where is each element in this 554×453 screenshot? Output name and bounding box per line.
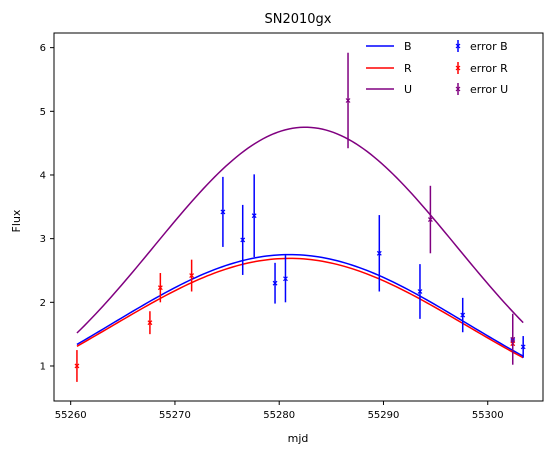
y-axis-ticks: 1 2 3 4 5 6 [40, 43, 54, 372]
error-u-marker [427, 217, 433, 222]
error-b-marker [240, 237, 246, 243]
error-r-marker [74, 363, 80, 369]
legend-marker [455, 65, 461, 71]
x-tick-label: 55260 [55, 410, 87, 421]
y-axis-title: Flux [10, 209, 23, 232]
legend-item-r: R [366, 62, 412, 75]
error-b-point [460, 297, 466, 333]
y-tick-label: 1 [40, 361, 46, 372]
legend-item-error-b: error B [455, 40, 508, 53]
error-b-marker [272, 280, 278, 286]
error-r-point [74, 350, 80, 382]
legend-label: U [404, 83, 412, 96]
error-b-point [272, 262, 278, 304]
y-tick-label: 6 [40, 43, 46, 54]
y-tick-label: 3 [40, 234, 46, 245]
x-tick-label: 55300 [472, 410, 504, 421]
error-b-point [520, 336, 526, 358]
x-tick-label: 55270 [159, 410, 191, 421]
error-r-point [157, 273, 163, 303]
error-u-point [510, 313, 516, 365]
legend-marker [455, 43, 461, 49]
plot-area [74, 52, 526, 382]
chart-title: SN2010gx [264, 12, 331, 27]
error-b-point [283, 255, 288, 303]
legend-label: B [404, 40, 412, 53]
error-r-marker [157, 285, 163, 291]
error-u-marker [510, 336, 516, 342]
curve-u [76, 126, 524, 334]
legend-item-error-r: error R [455, 62, 508, 75]
error-b-marker [220, 209, 226, 215]
error-b-point [220, 176, 226, 247]
legend-item-u: U [366, 83, 412, 96]
y-tick-label: 4 [40, 170, 46, 181]
axes-frame [53, 32, 544, 402]
error-r-point [189, 259, 195, 292]
x-axis-ticks: 55260 55270 55280 55290 55300 [55, 401, 504, 421]
error-b-marker [460, 312, 466, 318]
error-b-marker [251, 213, 257, 219]
x-axis-title: mjd [288, 432, 309, 445]
y-tick-label: 2 [40, 298, 46, 309]
error-r-marker [147, 320, 153, 326]
legend-label: R [404, 62, 412, 75]
error-b-point [376, 215, 382, 292]
legend-label: error B [470, 40, 508, 53]
legend-marker [455, 86, 461, 92]
error-r-marker [189, 273, 195, 278]
error-r-point [147, 311, 153, 335]
legend-item-error-u: error U [455, 83, 508, 96]
legend-item-b: B [366, 40, 412, 53]
x-tick-label: 55290 [368, 410, 400, 421]
error-u-point [427, 185, 433, 254]
curve-r [76, 257, 524, 359]
error-b-point [251, 174, 257, 258]
error-u-point [345, 52, 351, 149]
error-b-marker [520, 344, 526, 350]
legend-label: error R [470, 62, 508, 75]
error-b-marker [283, 276, 288, 282]
x-tick-label: 55280 [263, 410, 295, 421]
error-b-marker [417, 289, 423, 294]
legend-label: error U [470, 83, 508, 96]
y-tick-label: 5 [40, 107, 46, 118]
error-b-marker [376, 250, 382, 256]
error-b-point [417, 264, 423, 319]
error-b-point [240, 204, 246, 275]
curve-b [76, 253, 524, 357]
error-u-marker [345, 98, 351, 103]
